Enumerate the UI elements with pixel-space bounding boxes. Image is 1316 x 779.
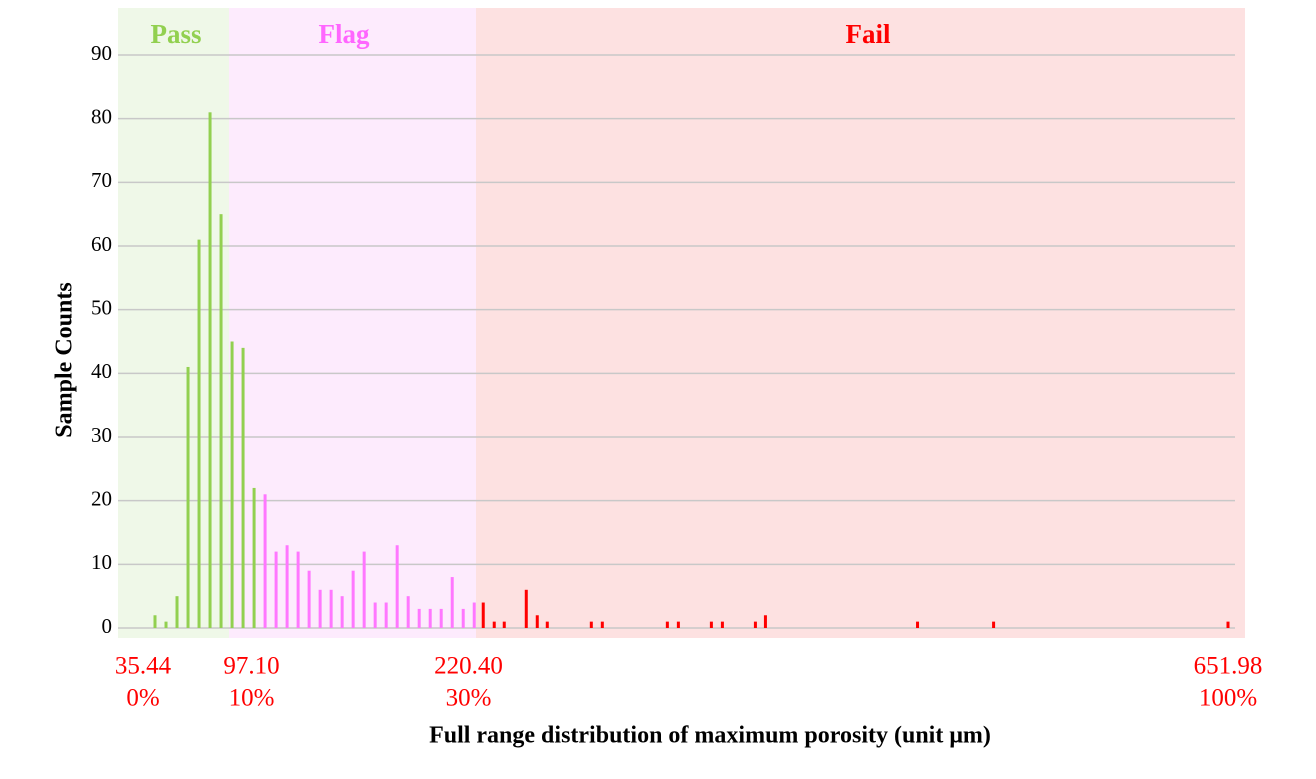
bar — [472, 602, 476, 628]
bar — [676, 621, 680, 628]
bar — [186, 366, 190, 628]
bar — [318, 589, 322, 628]
y-tick-label: 90 — [91, 41, 112, 65]
y-axis-title: Sample Counts — [52, 282, 78, 437]
bar — [1226, 621, 1230, 628]
bar — [175, 596, 179, 628]
bar — [373, 602, 377, 628]
bar — [384, 602, 388, 628]
bar — [709, 621, 713, 628]
bar — [428, 608, 432, 628]
fail-zone — [476, 8, 1245, 638]
y-tick-label: 50 — [91, 295, 112, 319]
bar — [164, 621, 168, 628]
bar — [665, 621, 669, 628]
bar — [439, 608, 443, 628]
bar — [589, 621, 593, 628]
x-tick-sublabel: 10% — [229, 685, 275, 712]
y-tick-label: 70 — [91, 168, 112, 192]
bar — [535, 615, 539, 628]
pass-zone — [118, 8, 229, 638]
bar — [274, 551, 278, 628]
x-tick-sublabel: 30% — [446, 685, 492, 712]
zone-label: Flag — [319, 19, 370, 49]
bar — [450, 577, 454, 628]
x-tick-sublabel: 100% — [1199, 685, 1257, 712]
bar — [417, 608, 421, 628]
bar — [219, 214, 223, 628]
y-tick-label: 40 — [91, 359, 112, 383]
zone-label: Pass — [150, 19, 201, 49]
zone-label: Fail — [846, 19, 891, 49]
y-tick-label: 20 — [91, 486, 112, 510]
bar — [545, 621, 549, 628]
y-tick-label: 80 — [91, 104, 112, 128]
bar — [992, 621, 996, 628]
bar — [208, 112, 212, 629]
x-tick-label: 97.10 — [223, 653, 279, 680]
bar — [307, 570, 311, 628]
x-tick-label: 651.98 — [1194, 653, 1263, 680]
bar — [362, 551, 366, 628]
bar — [461, 608, 465, 628]
bar — [351, 570, 355, 628]
bar — [502, 621, 506, 628]
bar — [285, 545, 289, 628]
bar — [481, 602, 485, 628]
bar — [395, 545, 399, 628]
x-tick-label: 35.44 — [115, 653, 172, 680]
x-tick-sublabel: 0% — [126, 685, 159, 712]
bar — [492, 621, 496, 628]
y-tick-label: 10 — [91, 550, 112, 574]
bar — [230, 341, 234, 628]
bar — [197, 239, 201, 628]
bar — [406, 596, 410, 628]
x-axis-title: Full range distribution of maximum poros… — [429, 723, 991, 749]
bar — [252, 487, 256, 628]
bar — [241, 347, 245, 628]
bar — [763, 615, 767, 628]
y-tick-label: 30 — [91, 423, 112, 447]
y-tick-label: 60 — [91, 232, 112, 256]
bar — [720, 621, 724, 628]
y-tick-label: 0 — [102, 614, 113, 638]
bar — [153, 615, 157, 628]
bar — [916, 621, 920, 628]
bar — [340, 596, 344, 628]
bar — [753, 621, 757, 628]
bar — [296, 551, 300, 628]
flag-zone — [229, 8, 476, 638]
x-tick-label: 220.40 — [434, 653, 503, 680]
bar — [329, 589, 333, 628]
bar — [600, 621, 604, 628]
bar — [263, 494, 267, 628]
bar — [524, 589, 528, 628]
